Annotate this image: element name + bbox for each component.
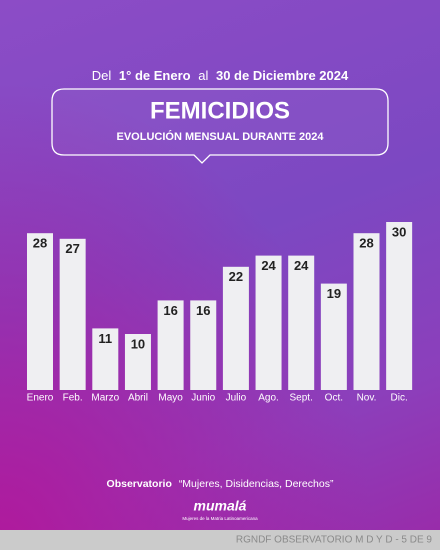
- bar: [255, 255, 282, 390]
- value-label: 16: [163, 303, 177, 318]
- bar: [27, 233, 53, 390]
- date-range: Del 1° de Enero al 30 de Diciembre 2024: [92, 68, 349, 83]
- x-tick-label: Ago.: [258, 393, 279, 404]
- x-tick-label: Julio: [226, 393, 247, 404]
- bar: [320, 283, 347, 390]
- x-tick-label: Dic.: [391, 393, 408, 404]
- bar: [190, 300, 217, 390]
- value-label: 28: [33, 236, 47, 251]
- value-label: 22: [229, 269, 243, 284]
- x-tick-label: Oct.: [325, 393, 343, 404]
- x-tick-label: Mayo: [158, 393, 183, 404]
- value-label: 27: [65, 241, 79, 256]
- x-tick-label: Abril: [128, 393, 148, 404]
- chart-title: FEMICIDIOS: [150, 97, 290, 124]
- logo-tagline: Mujeres de la Matria Latinoamericana: [182, 516, 258, 521]
- value-label: 30: [392, 224, 406, 239]
- date-text: 30 de Diciembre 2024: [216, 68, 349, 83]
- bar: [222, 266, 249, 390]
- observatory-motto: “Mujeres, Disidencias, Derechos”: [179, 478, 334, 490]
- bars: 28 Enero 27 Feb. 11 Marzo 10 Abril 16 Mayo 16 Junio…: [27, 222, 413, 404]
- title-callout: [51, 88, 389, 164]
- bar: [59, 238, 86, 390]
- bar: [92, 328, 119, 390]
- value-label: 10: [131, 336, 145, 351]
- page-note: RGNDF OBSERVATORIO M D Y D - 5 DE 9: [236, 535, 433, 546]
- date-text: Del: [92, 68, 112, 83]
- bar: [386, 222, 413, 390]
- bar: [157, 300, 184, 390]
- date-text: 1° de Enero: [119, 68, 191, 83]
- bar: [288, 255, 315, 390]
- value-label: 28: [359, 236, 373, 251]
- logo: mumalá: [194, 498, 247, 514]
- observatory: Observatorio “Mujeres, Disidencias, Dere…: [107, 478, 334, 490]
- x-tick-label: Marzo: [91, 393, 119, 404]
- x-tick-label: Feb.: [63, 393, 83, 404]
- observatory-label: Observatorio: [107, 478, 172, 490]
- bar: [353, 233, 380, 390]
- value-label: 24: [261, 258, 276, 273]
- value-label: 19: [327, 286, 341, 301]
- x-tick-label: Nov.: [357, 393, 377, 404]
- chart-subtitle: EVOLUCIÓN MENSUAL DURANTE 2024: [117, 130, 325, 143]
- x-tick-label: Sept.: [290, 393, 313, 404]
- x-tick-label: Enero: [27, 393, 54, 404]
- footer-strip: [0, 530, 440, 550]
- value-label: 24: [294, 258, 309, 273]
- x-tick-label: Junio: [191, 393, 215, 404]
- value-label: 11: [98, 331, 112, 346]
- date-text: al: [198, 68, 208, 83]
- bar: [124, 334, 151, 390]
- value-label: 16: [196, 303, 210, 318]
